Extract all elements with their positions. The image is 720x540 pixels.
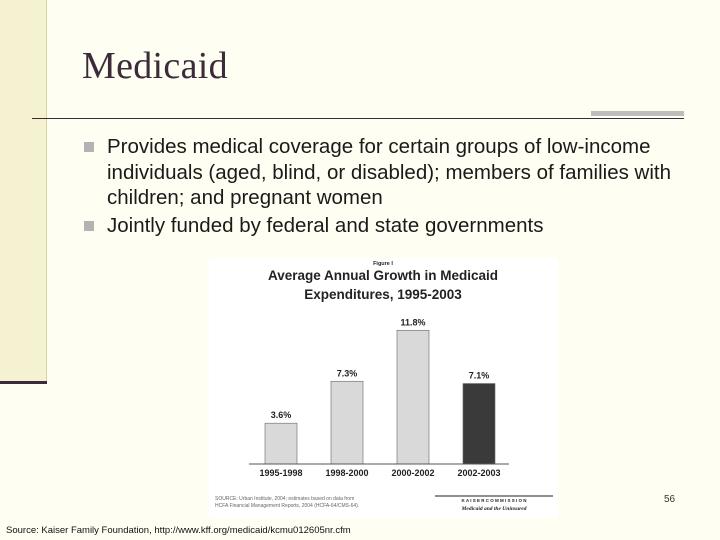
chart-title-line2: Expenditures, 1995-2003	[304, 287, 462, 302]
source-note-line1: SOURCE: Urban Institute, 2004; estimates…	[215, 496, 354, 502]
logo-line1: K A I S E R C O M M I S S I O N	[462, 498, 527, 503]
bullet-text: Jointly funded by federal and state gove…	[107, 213, 544, 237]
chart-figure: Figure I Average Annual Growth in Medica…	[209, 258, 558, 518]
x-tick-label: 1998-2000	[325, 468, 368, 478]
figure-label: Figure I	[373, 261, 393, 267]
bullet-item: Provides medical coverage for certain gr…	[84, 134, 694, 211]
x-tick-label: 1995-1998	[259, 468, 302, 478]
value-label: 7.1%	[469, 371, 490, 381]
page-number: 56	[664, 494, 676, 505]
logo-line2: Medicaid and the Uninsured	[461, 506, 527, 512]
left-band-edge	[46, 0, 47, 383]
bar-1995-1998	[264, 422, 298, 465]
slide-title: Medicaid	[82, 45, 228, 87]
bar-1998-2000	[330, 380, 364, 465]
bullet-square-icon	[84, 142, 94, 152]
x-tick-label: 2002-2003	[457, 468, 500, 478]
title-rule-accent	[591, 111, 684, 116]
bar-2000-2002	[396, 329, 430, 465]
value-label: 11.8%	[400, 317, 425, 327]
bullet-square-icon	[84, 220, 94, 231]
value-label: 3.6%	[271, 410, 292, 420]
bars-layer: 3.6% 1995-1998 7.3% 1998-2000 11.8% 2000-2002…	[259, 317, 500, 478]
left-band-accent-line	[0, 381, 47, 384]
bullet-text: Provides medical coverage for certain gr…	[107, 135, 672, 209]
bar-chart: Figure I Average Annual Growth in Medica…	[215, 261, 553, 512]
bar-2002-2003	[462, 383, 496, 465]
source-citation: Source: Kaiser Family Foundation, http:/…	[6, 525, 351, 536]
chart-title-line1: Average Annual Growth in Medicaid	[268, 268, 498, 283]
bullet-item: Jointly funded by federal and state gove…	[84, 213, 694, 239]
left-decorative-band	[0, 0, 47, 383]
title-rule	[32, 118, 684, 119]
source-note-line2: HCFA Financial Management Reports, 2004 …	[215, 503, 359, 509]
value-label: 7.3%	[337, 368, 358, 378]
bullet-list: Provides medical coverage for certain gr…	[84, 134, 694, 240]
x-tick-label: 2000-2002	[391, 468, 434, 478]
